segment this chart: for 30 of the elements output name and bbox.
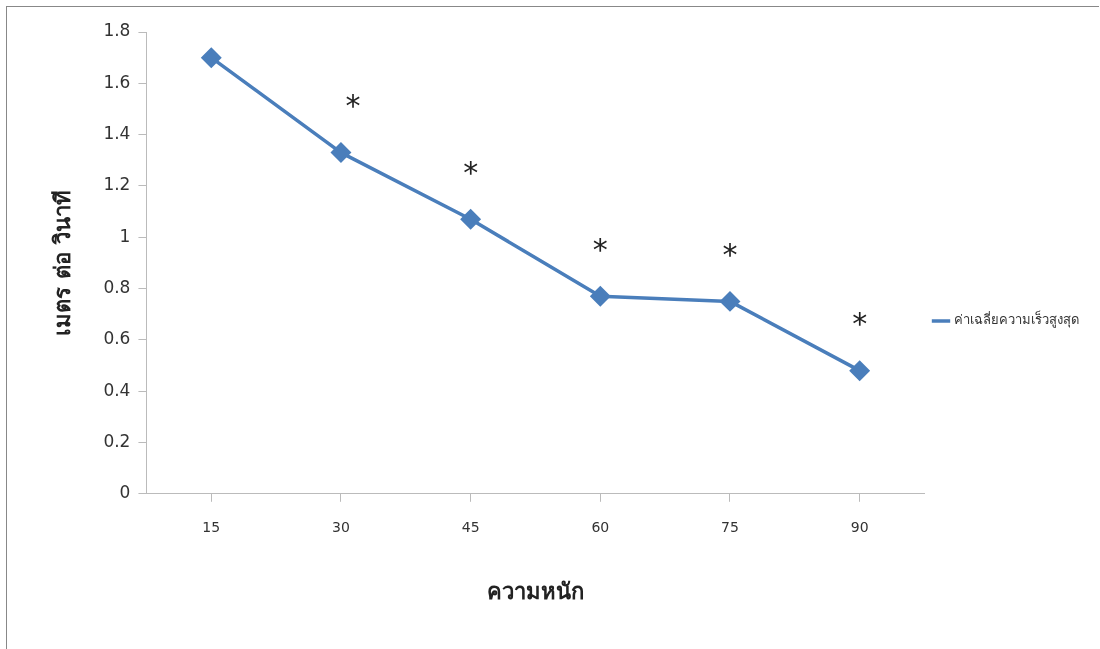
point <box>849 360 870 381</box>
y-tick-label: 0.2 <box>103 430 131 451</box>
x-tick-label: 90 <box>850 518 869 535</box>
y-tick-label: 1.4 <box>103 123 131 144</box>
legend-label: ค่าเฉลี่ยความเร็วสูงสุด <box>954 310 1079 329</box>
point <box>201 47 222 68</box>
point <box>460 209 481 230</box>
x-axis-title: ความหนัก <box>486 578 584 604</box>
x-tick-label: 60 <box>591 518 610 535</box>
y-tick-label: 0.8 <box>103 276 131 297</box>
annotation: * <box>592 232 608 268</box>
x-tick-label: 30 <box>332 518 350 535</box>
annotation: * <box>463 155 479 191</box>
annotation: * <box>852 306 868 342</box>
y-tick-label: 0.4 <box>103 379 131 400</box>
point <box>720 291 740 312</box>
x-tick-label: 75 <box>721 518 739 535</box>
x-tick-label: 45 <box>461 518 480 535</box>
annotation: * <box>722 237 738 273</box>
y-axis-title: เมตร ต่อ วินาที <box>49 190 75 336</box>
y-tick-label: 1.6 <box>103 71 131 92</box>
y-tick-label: 1.2 <box>103 174 131 195</box>
y-tick-label: 0.6 <box>103 328 131 349</box>
y-tick-label: 1.8 <box>103 20 131 41</box>
x-tick-label: 15 <box>202 518 221 535</box>
point <box>590 286 611 306</box>
annotation: * <box>345 88 361 124</box>
y-tick-label: 0 <box>119 482 131 503</box>
point <box>331 142 351 163</box>
y-tick-label: 1 <box>119 225 131 246</box>
